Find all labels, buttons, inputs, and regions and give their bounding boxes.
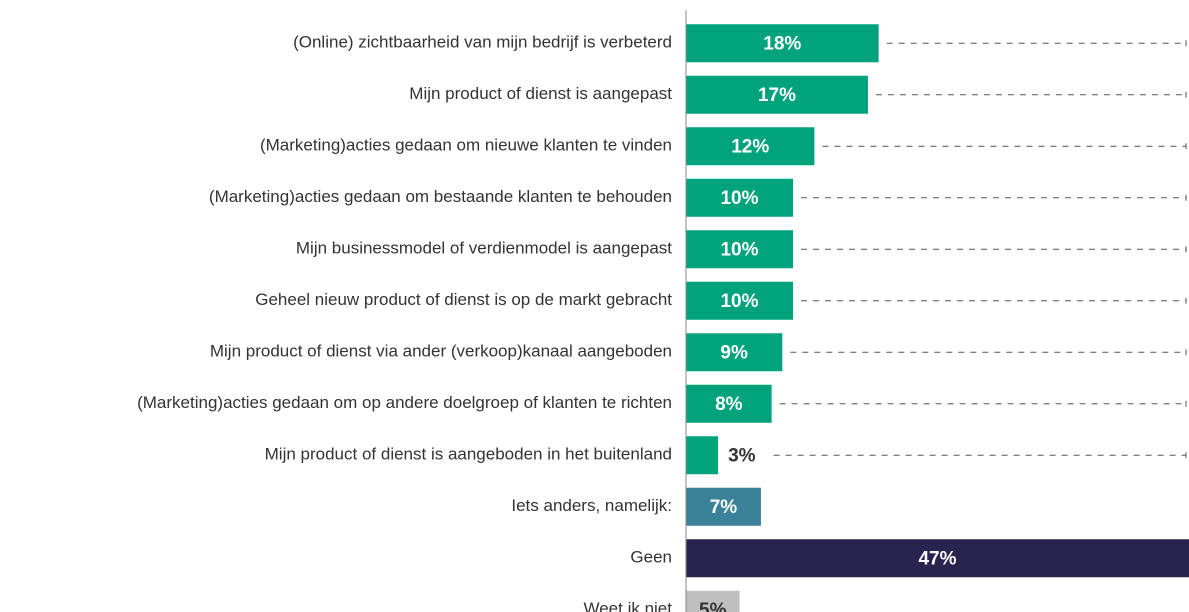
bar [686,436,719,475]
value-label: 47% [918,548,956,569]
value-label: 5% [699,600,727,612]
category-label: (Marketing)acties gedaan om nieuwe klant… [260,136,672,155]
category-label: Mijn product of dienst via ander (verkoo… [210,342,672,361]
value-label: 8% [715,394,743,415]
category-label: Geen [630,548,672,567]
bar [686,127,815,166]
bar [686,384,772,423]
category-label: (Marketing)acties gedaan om op andere do… [137,393,672,412]
category-label: Mijn product of dienst is aangepast [409,84,672,103]
bar [686,539,1189,578]
category-label: (Marketing)acties gedaan om bestaande kl… [209,187,672,206]
bar [686,487,761,526]
value-label: 9% [720,342,748,363]
bar [686,333,783,372]
value-label: 10% [720,239,758,260]
category-label: Iets anders, namelijk: [511,496,672,515]
category-label: Mijn product of dienst is aangeboden in … [265,445,672,464]
value-label: 3% [728,445,756,466]
bar [686,281,794,320]
bar [686,590,740,612]
value-label: 18% [763,33,801,54]
value-label: 12% [731,136,769,157]
category-label: (Online) zichtbaarheid van mijn bedrijf … [293,33,672,52]
bar [686,24,879,63]
value-label: 10% [720,188,758,209]
bar [686,178,794,217]
category-label: Geheel nieuw product of dienst is op de … [255,290,672,309]
value-label: 17% [758,85,796,106]
bar [686,230,794,269]
category-label: Weet ik niet [583,599,672,612]
category-label: Mijn businessmodel of verdienmodel is aa… [296,239,672,258]
value-label: 7% [710,497,738,518]
value-label: 10% [720,291,758,312]
bar [686,75,868,114]
